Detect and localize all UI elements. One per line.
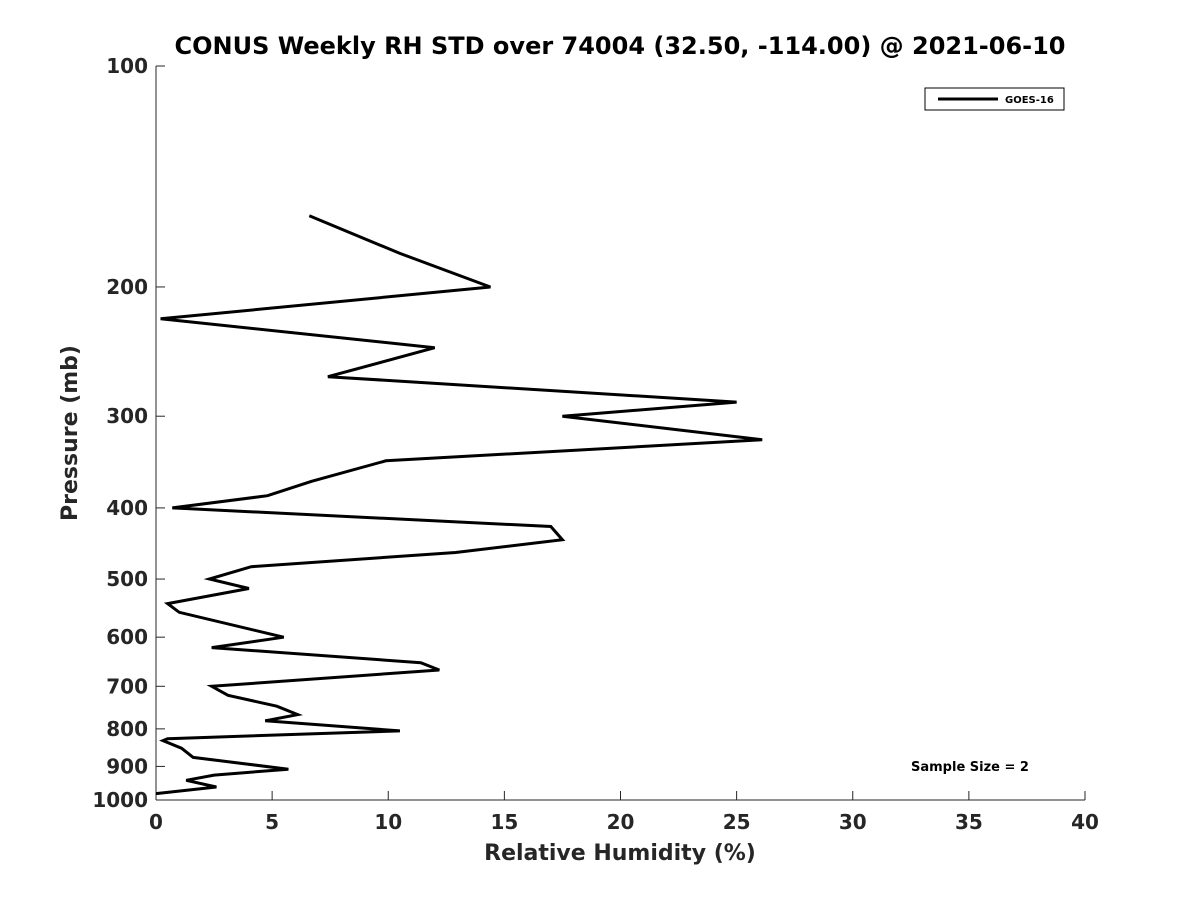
x-tick-label: 5 bbox=[265, 810, 279, 834]
y-tick-label: 500 bbox=[106, 567, 148, 591]
x-tick-label: 0 bbox=[149, 810, 163, 834]
x-ticks: 0 5 10 15 20 25 30 35 40 bbox=[149, 791, 1099, 834]
series-line-goes16 bbox=[155, 214, 763, 796]
x-tick-label: 20 bbox=[607, 810, 635, 834]
x-axis-label: Relative Humidity (%) bbox=[484, 841, 756, 866]
legend-entry-goes16: GOES-16 bbox=[1005, 95, 1054, 106]
x-tick-label: 30 bbox=[839, 810, 867, 834]
y-tick-label: 800 bbox=[106, 717, 148, 741]
x-tick-label: 15 bbox=[490, 810, 518, 834]
y-tick-label: 1000 bbox=[92, 788, 148, 812]
y-tick-label: 400 bbox=[106, 496, 148, 520]
x-tick-label: 40 bbox=[1071, 810, 1099, 834]
legend: GOES-16 bbox=[924, 87, 1065, 111]
x-tick-label: 25 bbox=[723, 810, 751, 834]
sample-size-annotation: Sample Size = 2 bbox=[911, 760, 1029, 775]
x-tick-label: 10 bbox=[374, 810, 402, 834]
y-tick-label: 100 bbox=[106, 54, 148, 78]
y-axis-label: Pressure (mb) bbox=[58, 345, 83, 521]
y-tick-label: 900 bbox=[106, 754, 148, 778]
y-tick-label: 200 bbox=[106, 275, 148, 299]
y-ticks: 100 200 300 400 500 600 700 800 900 1000 bbox=[92, 54, 165, 812]
x-tick-label: 35 bbox=[955, 810, 983, 834]
y-tick-label: 300 bbox=[106, 404, 148, 428]
y-tick-label: 600 bbox=[106, 625, 148, 649]
y-tick-label: 700 bbox=[106, 674, 148, 698]
chart-title: CONUS Weekly RH STD over 74004 (32.50, -… bbox=[174, 32, 1065, 60]
